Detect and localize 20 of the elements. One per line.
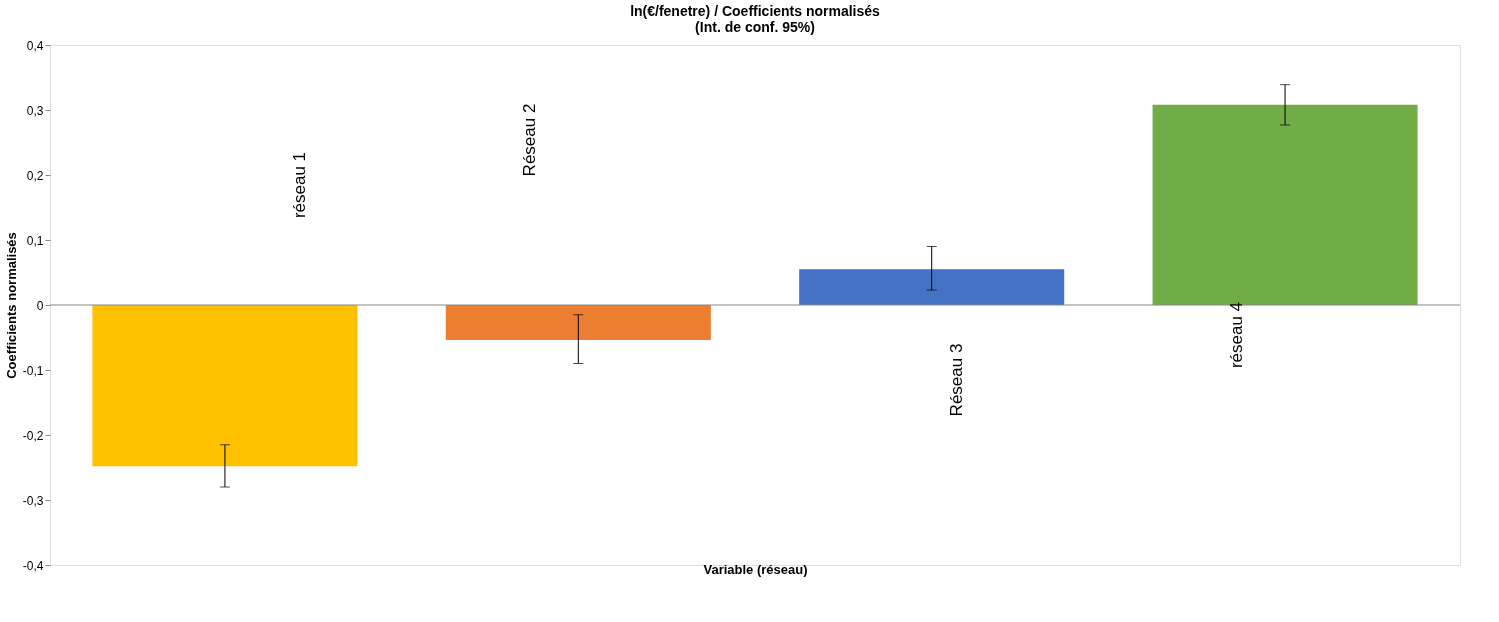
y-tick-label: 0,2 — [26, 168, 44, 183]
y-tick-label: 0 — [36, 298, 44, 313]
y-tick-label: -0,1 — [22, 363, 44, 378]
annotation: Réseau 2 — [520, 103, 540, 177]
x-axis-title: Variable (réseau) — [703, 561, 808, 577]
y-axis-title: Coefficients normalisés — [3, 232, 19, 379]
text: (Int. de conf. 95%) — [695, 19, 815, 35]
bar — [92, 305, 358, 467]
y-tick-label: 0,4 — [26, 38, 44, 53]
text: ln(€/fenetre) / Coefficients normalisés — [630, 3, 880, 19]
y-tick-label: 0,3 — [26, 103, 44, 118]
y-tick-label: 0,1 — [26, 233, 44, 248]
annotation: réseau 4 — [1227, 301, 1247, 369]
annotation: réseau 1 — [289, 151, 309, 219]
y-tick-label: -0,2 — [22, 428, 44, 443]
bar — [799, 269, 1065, 305]
y-tick-label: -0,3 — [22, 493, 44, 508]
annotation: Réseau 3 — [946, 343, 966, 417]
y-tick-label: -0,4 — [22, 558, 44, 573]
bar — [445, 305, 711, 341]
